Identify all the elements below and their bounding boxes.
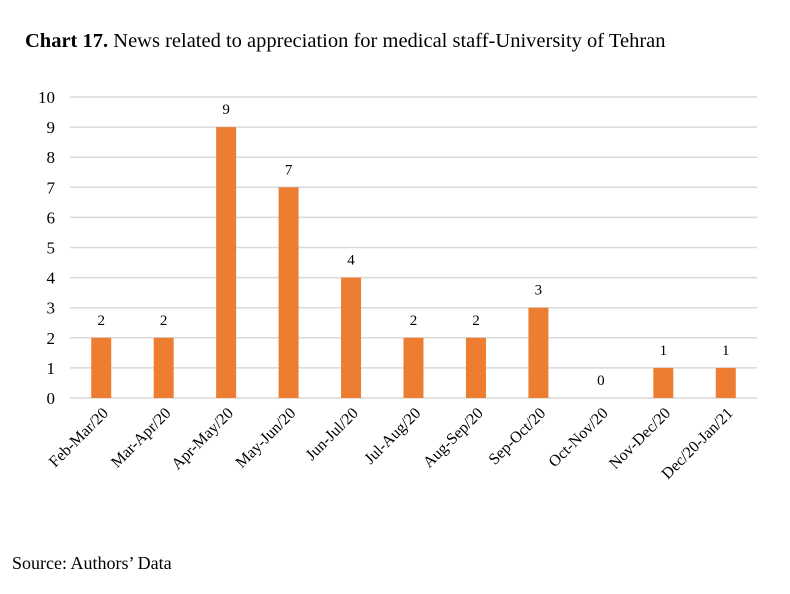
chart-title-prefix: Chart 17. <box>25 30 109 52</box>
bar <box>528 307 549 398</box>
y-tick-label: 10 <box>38 88 55 107</box>
y-tick-label: 9 <box>47 118 56 137</box>
x-tick-label: Mar-Apr/20 <box>108 405 174 471</box>
data-label: 2 <box>97 313 105 329</box>
x-tick-label: Aug-Sep/20 <box>420 405 487 472</box>
data-label: 7 <box>285 162 293 178</box>
y-tick-label: 1 <box>47 359 56 378</box>
data-label: 3 <box>535 283 543 299</box>
y-tick-label: 5 <box>47 239 56 258</box>
y-tick-label: 4 <box>47 269 56 288</box>
x-tick-label: Sep-Oct/20 <box>486 405 550 469</box>
data-label: 2 <box>472 313 480 329</box>
bar <box>216 127 237 398</box>
x-tick-label: Apr-May/20 <box>169 405 237 473</box>
y-tick-label: 7 <box>47 178 56 197</box>
y-axis-ticks: 0 1 2 3 4 5 6 7 8 9 10 <box>38 88 56 408</box>
x-tick-label: Nov-Dec/20 <box>606 405 674 473</box>
bars <box>91 127 736 398</box>
source-note: Source: Authors’ Data <box>12 553 172 573</box>
data-label: 2 <box>410 313 418 329</box>
bar <box>341 277 362 398</box>
y-tick-label: 8 <box>47 148 56 167</box>
x-axis-labels: Feb-Mar/20Mar-Apr/20Apr-May/20May-Jun/20… <box>46 405 737 483</box>
bar <box>465 337 486 398</box>
data-label: 9 <box>222 102 230 118</box>
data-label: 2 <box>160 313 168 329</box>
bar <box>153 337 174 398</box>
x-tick-label: Jul-Aug/20 <box>361 405 424 468</box>
x-tick-label: May-Jun/20 <box>233 405 300 472</box>
chart-title-text: News related to appreciation for medical… <box>113 30 666 52</box>
bar <box>715 367 736 398</box>
y-tick-label: 0 <box>47 389 56 408</box>
data-label: 1 <box>722 343 730 359</box>
y-tick-label: 3 <box>47 299 56 318</box>
y-tick-label: 6 <box>47 208 56 227</box>
x-tick-label: Feb-Mar/20 <box>46 405 112 471</box>
data-label: 4 <box>347 253 355 269</box>
bar <box>91 337 112 398</box>
data-labels: 2 2 9 7 4 2 2 3 0 1 1 <box>97 102 729 389</box>
bar <box>653 367 674 398</box>
data-label: 0 <box>597 373 605 389</box>
bar <box>278 187 299 398</box>
data-label: 1 <box>660 343 668 359</box>
x-tick-label: Oct-Nov/20 <box>546 405 612 471</box>
chart-title: Chart 17. News related to appreciation f… <box>25 30 666 53</box>
gridlines <box>70 96 757 399</box>
bar <box>403 337 424 398</box>
y-tick-label: 2 <box>47 329 56 348</box>
x-tick-label: Jun-Jul/20 <box>303 405 362 464</box>
